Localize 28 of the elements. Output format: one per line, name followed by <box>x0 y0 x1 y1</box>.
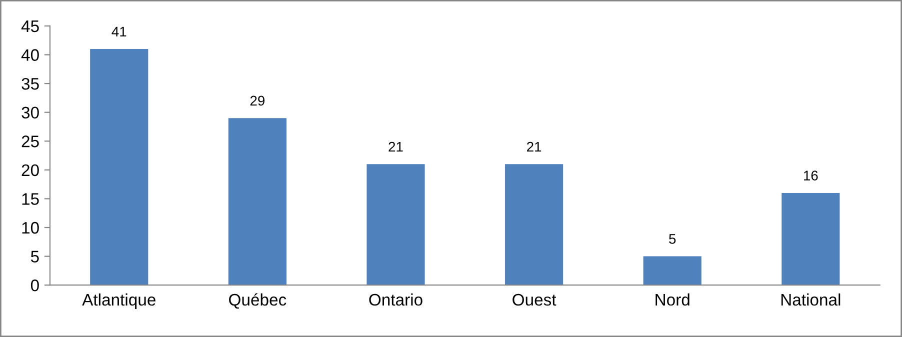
data-label: 41 <box>112 26 126 36</box>
x-tick-label: Québec <box>229 293 286 309</box>
y-tick-label: 25 <box>22 136 39 148</box>
data-label: 21 <box>388 142 403 152</box>
x-tick-label: Atlantique <box>82 293 156 309</box>
y-tick-label: 35 <box>22 78 39 90</box>
bar <box>90 48 148 286</box>
y-tick-label: 30 <box>22 106 39 119</box>
y-tick-label: 5 <box>30 250 39 263</box>
data-label: 29 <box>250 96 264 106</box>
y-tick-label: 40 <box>21 49 39 61</box>
x-tick-label: Nord <box>656 293 690 306</box>
bar <box>782 192 840 286</box>
bar <box>228 118 286 286</box>
y-tick-label: 0 <box>30 280 39 292</box>
x-tick-label: National <box>781 293 840 306</box>
y-tick-label: 15 <box>22 193 39 205</box>
y-tick-label: 10 <box>22 222 39 234</box>
data-label: 16 <box>804 170 818 180</box>
bar <box>643 256 702 286</box>
data-label: 21 <box>527 142 542 152</box>
bar <box>505 164 564 286</box>
y-tick-label: 20 <box>22 164 39 176</box>
x-tick-label: Ontario <box>369 293 422 306</box>
data-label: 5 <box>669 234 676 244</box>
x-tick-label: Ouest <box>512 294 556 306</box>
bar <box>366 164 425 286</box>
y-tick-label: 45 <box>21 20 39 32</box>
